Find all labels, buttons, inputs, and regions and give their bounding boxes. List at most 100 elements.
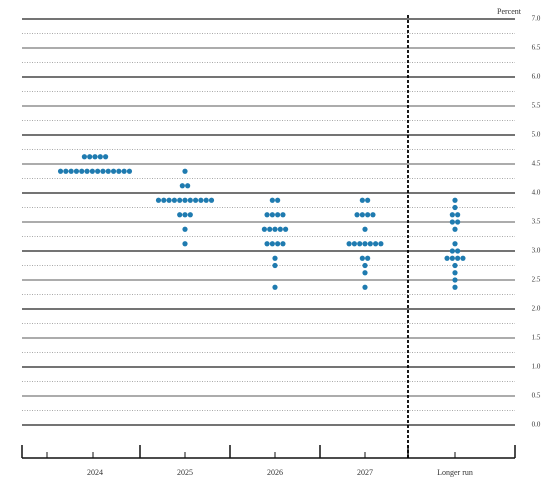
dot: [203, 197, 209, 203]
dot: [185, 183, 191, 189]
dot: [362, 241, 368, 247]
dot: [362, 270, 368, 276]
dot: [155, 197, 162, 203]
dot: [346, 241, 352, 247]
dot: [370, 212, 376, 218]
dot: [455, 212, 461, 218]
dot: [359, 255, 365, 261]
dot: [354, 212, 360, 218]
y-tick-label: 2.0: [532, 305, 541, 313]
dot: [275, 197, 281, 203]
dot: [79, 168, 85, 174]
dot: [92, 154, 98, 160]
dot: [272, 226, 278, 232]
dot: [460, 255, 466, 261]
dot: [455, 248, 461, 254]
dot: [359, 212, 365, 218]
dot: [378, 241, 384, 247]
x-tick-label: 2024: [87, 468, 103, 477]
dot: [161, 197, 167, 203]
y-tick-label: 2.5: [532, 276, 541, 284]
dot: [362, 262, 368, 269]
dot: [449, 248, 455, 254]
y-tick-label: 1.0: [532, 363, 541, 371]
dot: [121, 168, 127, 174]
dot: [68, 168, 74, 174]
x-tick-label: 2026: [267, 468, 283, 477]
dot: [182, 212, 188, 218]
dot: [87, 154, 93, 160]
x-tick-label: Longer run: [437, 468, 473, 477]
dot: [264, 212, 270, 218]
dot: [280, 212, 286, 218]
dot: [455, 219, 461, 225]
dot: [89, 168, 95, 174]
dot: [261, 226, 267, 232]
y-tick-label: 3.0: [532, 247, 541, 255]
dot: [198, 197, 204, 203]
dot: [444, 255, 450, 261]
dot: [280, 241, 286, 247]
dot: [73, 168, 80, 174]
y-tick-label: 4.0: [532, 189, 541, 197]
dot: [182, 197, 188, 203]
dot: [208, 197, 215, 203]
dot: [452, 284, 458, 290]
dot: [179, 183, 185, 189]
dot: [351, 241, 357, 247]
y-tick-label: 6.0: [532, 73, 541, 81]
dot: [193, 197, 199, 203]
dot: [452, 197, 458, 203]
dot: [359, 197, 365, 203]
y-tick-label: 0.5: [532, 392, 541, 400]
dot: [63, 168, 69, 174]
dot: [177, 197, 183, 203]
dot: [187, 197, 193, 203]
dot: [57, 168, 64, 174]
dot: [275, 241, 281, 247]
dot: [177, 212, 183, 218]
dot: [449, 212, 455, 218]
y-tick-label: 1.5: [532, 334, 541, 342]
dot: [452, 270, 458, 276]
dot: [452, 226, 458, 232]
y-tick-label: 3.5: [532, 218, 541, 226]
dot: [264, 241, 270, 247]
y-tick-label: 7.0: [532, 15, 541, 23]
dot: [272, 262, 278, 269]
dot: [269, 212, 275, 218]
dot: [105, 168, 111, 174]
y-tick-label: 6.5: [532, 44, 541, 52]
dot: [362, 226, 368, 232]
dot: [84, 168, 90, 174]
dot: [455, 255, 461, 261]
dot: [365, 255, 371, 261]
dot: [362, 284, 368, 290]
dot: [275, 212, 281, 218]
x-tick-label: 2027: [357, 468, 373, 477]
dot: [452, 277, 458, 283]
dot: [283, 226, 289, 232]
dot: [449, 219, 455, 225]
dot: [97, 154, 103, 160]
dot: [373, 241, 379, 247]
dot: [357, 241, 363, 247]
y-tick-label: 5.0: [532, 131, 541, 139]
x-tick-label: 2025: [177, 468, 193, 477]
dot: [81, 154, 87, 160]
dot: [269, 241, 275, 247]
dot: [269, 197, 275, 203]
dot: [126, 168, 133, 174]
dot: [267, 226, 273, 232]
dot: [182, 241, 188, 247]
dot: [187, 212, 193, 218]
dot: [103, 154, 109, 160]
y-tick-label: 4.5: [532, 160, 541, 168]
dot: [449, 255, 455, 261]
dot: [452, 204, 458, 211]
axis-title: Percent: [497, 7, 522, 16]
dot: [452, 241, 458, 247]
dot: [272, 284, 278, 290]
dot: [365, 197, 371, 203]
